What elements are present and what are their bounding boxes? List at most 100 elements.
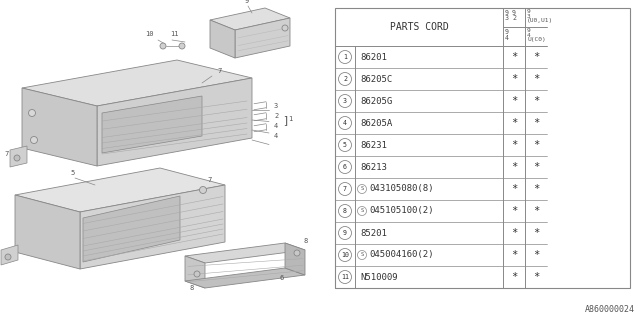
Text: 9: 9 — [343, 230, 347, 236]
Text: 045105100(2): 045105100(2) — [369, 206, 433, 215]
Polygon shape — [185, 243, 305, 263]
Circle shape — [358, 185, 367, 194]
Circle shape — [339, 94, 351, 108]
Text: *: * — [511, 140, 517, 150]
Text: 4: 4 — [343, 120, 347, 126]
Circle shape — [358, 206, 367, 215]
Text: *: * — [533, 184, 539, 194]
Polygon shape — [22, 88, 97, 166]
Text: 7: 7 — [217, 68, 221, 74]
Text: 9
3
(U0,U1): 9 3 (U0,U1) — [527, 9, 553, 23]
Polygon shape — [210, 20, 235, 58]
Circle shape — [282, 25, 288, 31]
Polygon shape — [235, 18, 290, 58]
Text: 86201: 86201 — [360, 52, 387, 61]
Text: 86205A: 86205A — [360, 118, 392, 127]
Text: 7: 7 — [4, 151, 8, 157]
Circle shape — [29, 109, 35, 116]
Polygon shape — [80, 185, 225, 269]
Polygon shape — [185, 268, 305, 288]
Text: *: * — [533, 96, 539, 106]
Circle shape — [31, 137, 38, 143]
Text: *: * — [533, 206, 539, 216]
Circle shape — [339, 73, 351, 85]
Text: S: S — [360, 209, 364, 213]
Text: 045004160(2): 045004160(2) — [369, 251, 433, 260]
Circle shape — [179, 43, 185, 49]
Polygon shape — [83, 196, 180, 262]
Text: 2: 2 — [274, 113, 278, 119]
Polygon shape — [97, 78, 252, 166]
Polygon shape — [10, 146, 27, 167]
Text: *: * — [511, 206, 517, 216]
Circle shape — [339, 51, 351, 63]
Text: *: * — [533, 140, 539, 150]
Polygon shape — [1, 245, 18, 265]
Text: 7: 7 — [207, 177, 211, 183]
Circle shape — [339, 116, 351, 130]
Text: 3: 3 — [343, 98, 347, 104]
Text: 9
4
U(C0): 9 4 U(C0) — [527, 28, 546, 42]
Text: 9: 9 — [245, 0, 249, 4]
Text: 2: 2 — [343, 76, 347, 82]
Text: S: S — [360, 252, 364, 258]
Text: S: S — [360, 187, 364, 191]
Circle shape — [339, 249, 351, 261]
Polygon shape — [102, 96, 202, 153]
Text: 86205C: 86205C — [360, 75, 392, 84]
Text: 8: 8 — [190, 285, 195, 291]
Bar — [335, 8, 630, 288]
Text: 4: 4 — [274, 133, 278, 139]
Polygon shape — [22, 60, 252, 106]
Circle shape — [339, 270, 351, 284]
Text: 1: 1 — [343, 54, 347, 60]
Circle shape — [294, 250, 300, 256]
Text: *: * — [511, 96, 517, 106]
Circle shape — [339, 204, 351, 218]
Text: 6: 6 — [343, 164, 347, 170]
Circle shape — [14, 155, 20, 161]
Text: 3: 3 — [274, 103, 278, 109]
Text: 1: 1 — [288, 116, 292, 122]
Polygon shape — [185, 256, 205, 288]
Text: *: * — [511, 52, 517, 62]
Text: *: * — [533, 272, 539, 282]
Text: 6: 6 — [280, 275, 284, 281]
Polygon shape — [15, 168, 225, 212]
Circle shape — [200, 187, 207, 194]
Text: *: * — [511, 118, 517, 128]
Text: *: * — [533, 118, 539, 128]
Text: 7: 7 — [343, 186, 347, 192]
Text: 4: 4 — [274, 123, 278, 129]
Text: N510009: N510009 — [360, 273, 397, 282]
Text: ]: ] — [282, 115, 289, 125]
Text: 85201: 85201 — [360, 228, 387, 237]
Circle shape — [339, 182, 351, 196]
Circle shape — [358, 251, 367, 260]
Text: *: * — [533, 74, 539, 84]
Text: *: * — [511, 272, 517, 282]
Circle shape — [339, 227, 351, 239]
Text: A860000024: A860000024 — [585, 305, 635, 314]
Text: 10: 10 — [341, 252, 349, 258]
Text: 10: 10 — [145, 31, 154, 37]
Text: PARTS CORD: PARTS CORD — [390, 22, 449, 32]
Text: *: * — [511, 228, 517, 238]
Text: 5: 5 — [70, 170, 74, 176]
Circle shape — [194, 271, 200, 277]
Text: *: * — [533, 228, 539, 238]
Text: 9
4: 9 4 — [505, 29, 509, 41]
Text: *: * — [511, 74, 517, 84]
Text: 11: 11 — [170, 31, 179, 37]
Text: 9
2: 9 2 — [512, 10, 516, 21]
Text: 86231: 86231 — [360, 140, 387, 149]
Text: 86213: 86213 — [360, 163, 387, 172]
Text: 86205G: 86205G — [360, 97, 392, 106]
Circle shape — [339, 139, 351, 151]
Circle shape — [5, 254, 11, 260]
Text: *: * — [533, 162, 539, 172]
Circle shape — [160, 43, 166, 49]
Text: 043105080(8): 043105080(8) — [369, 185, 433, 194]
Polygon shape — [15, 195, 80, 269]
Polygon shape — [285, 243, 305, 275]
